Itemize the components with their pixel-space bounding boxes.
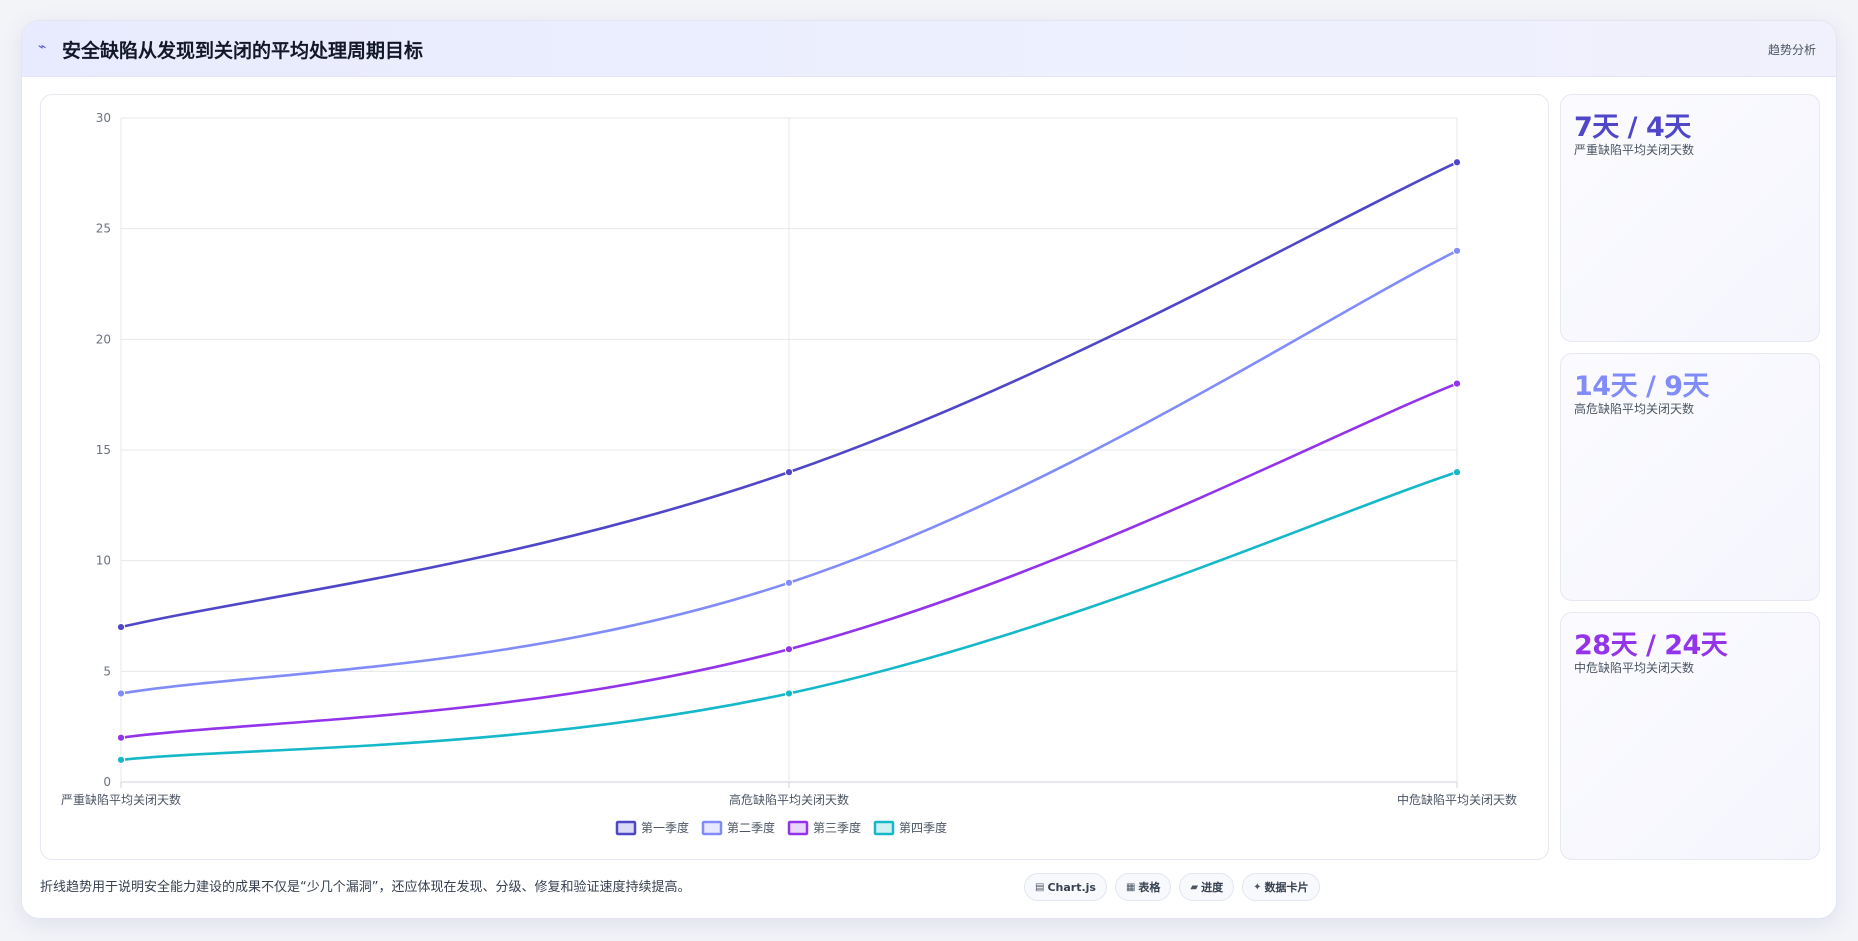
line-chart: 0 5 10 15 20 25 30 严重缺陷平均关闭天数 高危缺陷平均关闭天数 中危缺陷平均关闭… bbox=[61, 111, 1517, 836]
page-title: 安全缺陷从发现到关闭的平均处理周期目标 bbox=[62, 40, 424, 62]
data-point bbox=[116, 755, 126, 764]
card-icon: ✦ bbox=[1253, 881, 1262, 893]
data-point bbox=[116, 733, 126, 742]
legend-swatch bbox=[873, 820, 895, 836]
legend-label: 第一季度 bbox=[641, 820, 689, 835]
x-tick-label: 严重缺陷平均关闭天数 bbox=[61, 792, 181, 807]
kpi-label: 严重缺陷平均关闭天数 bbox=[1574, 143, 1695, 157]
legend-swatch bbox=[787, 820, 809, 836]
data-point bbox=[1452, 158, 1462, 167]
kpi-label: 高危缺陷平均关闭天数 bbox=[1574, 402, 1695, 416]
data-point bbox=[784, 578, 794, 587]
pill-label: 数据卡片 bbox=[1264, 881, 1309, 894]
pill-chartjs[interactable]: ▤ Chart.js bbox=[1024, 873, 1107, 901]
kpi-value: 14天 / 9天 bbox=[1574, 371, 1710, 402]
pill-label: Chart.js bbox=[1047, 880, 1096, 894]
chart-icon: ▤ bbox=[1035, 881, 1045, 893]
kpi-card-high: 14天 / 9天 高危缺陷平均关闭天数 bbox=[1560, 353, 1820, 601]
card-header: ⌁ 安全缺陷从发现到关闭的平均处理周期目标 趋势分析 bbox=[22, 21, 1836, 77]
progress-icon: ▰ bbox=[1190, 881, 1199, 893]
data-point bbox=[784, 689, 794, 698]
x-tick-label: 中危缺陷平均关闭天数 bbox=[1397, 792, 1517, 807]
y-tick-label: 15 bbox=[96, 443, 111, 457]
legend-label: 第二季度 bbox=[727, 820, 775, 835]
pill-progress[interactable]: ▰ 进度 bbox=[1179, 873, 1235, 901]
legend-label: 第四季度 bbox=[899, 820, 947, 835]
pill-table[interactable]: ▦ 表格 bbox=[1114, 873, 1172, 901]
pill-label: 表格 bbox=[1138, 881, 1161, 894]
table-icon: ▦ bbox=[1125, 881, 1136, 893]
kpi-value: 28天 / 24天 bbox=[1574, 630, 1728, 661]
legend-swatch bbox=[615, 820, 637, 836]
data-point bbox=[116, 689, 126, 698]
y-tick-label: 20 bbox=[96, 332, 111, 346]
y-tick-label: 5 bbox=[103, 664, 111, 678]
data-point bbox=[1452, 468, 1462, 477]
legend-label: 第三季度 bbox=[813, 820, 861, 835]
data-point bbox=[784, 468, 794, 477]
legend-swatch bbox=[701, 820, 723, 836]
data-point bbox=[784, 645, 794, 654]
data-point bbox=[116, 622, 126, 632]
kpi-label: 中危缺陷平均关闭天数 bbox=[1574, 661, 1695, 675]
tool-pills: ▤ Chart.js ▦ 表格 ▰ 进度 ✦ 数据卡片 bbox=[1024, 873, 1320, 901]
dashboard-card: ⌁ 安全缺陷从发现到关闭的平均处理周期目标 趋势分析 0 5 10 15 20 25 30 严… bbox=[21, 20, 1837, 919]
x-tick-label: 高危缺陷平均关闭天数 bbox=[729, 792, 849, 807]
data-point bbox=[1452, 379, 1462, 388]
line-chart-panel: 0 5 10 15 20 25 30 严重缺陷平均关闭天数 高危缺陷平均关闭天数 中危缺陷平均关闭… bbox=[40, 94, 1549, 860]
footer-note: 折线趋势用于说明安全能力建设的成果不仅是“少几个漏洞”，还应体现在发现、分级、修… bbox=[40, 880, 691, 895]
trend-analysis-tag: 趋势分析 bbox=[1767, 43, 1816, 57]
y-tick-label: 0 bbox=[103, 775, 111, 789]
chart-line-icon: ⌁ bbox=[38, 39, 47, 55]
y-tick-label: 25 bbox=[96, 222, 111, 236]
data-point bbox=[1452, 246, 1462, 255]
y-tick-label: 30 bbox=[96, 111, 111, 125]
pill-data-card[interactable]: ✦ 数据卡片 bbox=[1242, 873, 1320, 901]
y-tick-label: 10 bbox=[96, 554, 111, 568]
kpi-card-critical: 7天 / 4天 严重缺陷平均关闭天数 bbox=[1560, 94, 1820, 342]
kpi-value: 7天 / 4天 bbox=[1574, 112, 1691, 143]
pill-label: 进度 bbox=[1201, 881, 1224, 894]
kpi-card-medium: 28天 / 24天 中危缺陷平均关闭天数 bbox=[1560, 612, 1820, 860]
